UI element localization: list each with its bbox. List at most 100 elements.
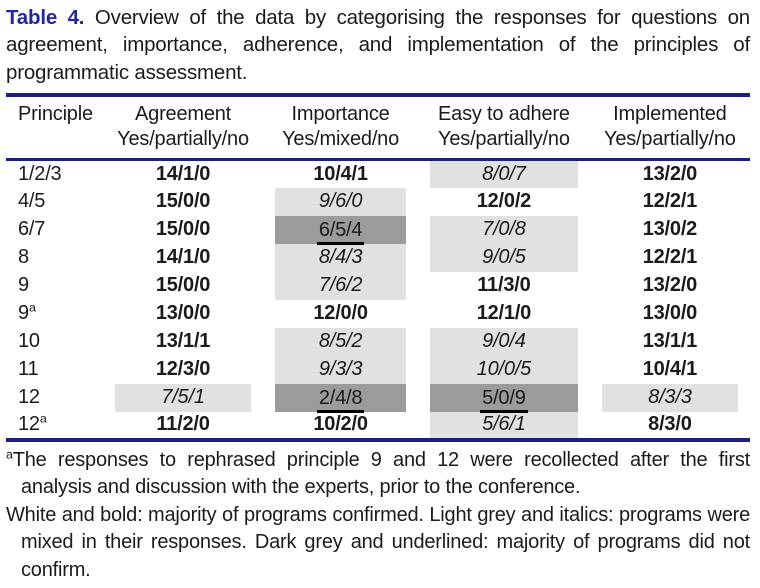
response-value: 5/0/9 bbox=[480, 386, 528, 413]
response-cell: 7/5/1 bbox=[103, 383, 263, 412]
principle-cell: 12 bbox=[18, 386, 40, 409]
column-header-principle: Principle bbox=[6, 95, 103, 160]
response-cell: 8/3/0 bbox=[590, 412, 750, 440]
response-cell: 11/2/0 bbox=[103, 412, 263, 440]
response-value: 12/2/1 bbox=[642, 246, 698, 269]
table-row: 12 7/5/1 2/4/8 5/0/9 8/3/3 bbox=[6, 383, 750, 413]
column-header-easy-to-adhere: Easy to adhere Yes/partially/no bbox=[418, 95, 590, 160]
response-value: 12/3/0 bbox=[155, 358, 211, 381]
column-label: Easy to adhere bbox=[438, 103, 570, 126]
response-value: 9/0/4 bbox=[482, 330, 526, 353]
response-value: 6/5/4 bbox=[316, 218, 365, 245]
response-cell: 15/0/0 bbox=[103, 272, 263, 300]
response-value: 11/3/0 bbox=[477, 274, 531, 297]
principle-cell: 11 bbox=[18, 358, 39, 381]
response-cell: 13/1/1 bbox=[103, 328, 263, 356]
response-cell: 13/2/0 bbox=[590, 272, 750, 300]
table-footnotes: aThe responses to rephrased principle 9 … bbox=[6, 447, 750, 585]
table-row: 10 13/1/1 8/5/2 9/0/4 13/1/1 bbox=[6, 327, 750, 356]
response-value: 13/0/0 bbox=[155, 302, 211, 325]
footnote-a-text: The responses to rephrased principle 9 a… bbox=[12, 448, 750, 499]
response-cell: 12/2/1 bbox=[590, 188, 750, 216]
header-row: Principle Agreement Yes/partially/no Impo… bbox=[6, 95, 750, 160]
response-cell: 15/0/0 bbox=[103, 188, 263, 216]
response-value: 15/0/0 bbox=[155, 274, 211, 297]
response-cell: 15/0/0 bbox=[103, 216, 263, 244]
response-value: 10/4/1 bbox=[313, 163, 368, 186]
response-value: 14/1/0 bbox=[155, 246, 211, 269]
response-value: 12/0/0 bbox=[313, 302, 368, 325]
response-cell: 12/0/2 bbox=[418, 188, 590, 216]
principle-cell: 8 bbox=[18, 246, 29, 269]
column-sublabel: Yes/partially/no bbox=[604, 128, 736, 151]
response-cell: 13/1/1 bbox=[590, 328, 750, 356]
response-value: 12/1/0 bbox=[476, 302, 532, 325]
table-caption: Table 4. Overview of the data by categor… bbox=[6, 4, 750, 86]
response-value: 13/2/0 bbox=[642, 163, 698, 186]
response-value: 7/0/8 bbox=[482, 218, 526, 241]
response-cell: 9/0/5 bbox=[418, 243, 590, 272]
table-row: 4/5 15/0/0 9/6/0 12/0/2 12/2/1 bbox=[6, 187, 750, 216]
footnote-legend-text: White and bold: majority of programs con… bbox=[6, 503, 750, 581]
column-sublabel: Yes/mixed/no bbox=[282, 128, 400, 151]
response-cell: 6/5/4 bbox=[263, 215, 418, 245]
response-value: 2/4/8 bbox=[316, 386, 365, 413]
response-cell: 7/6/2 bbox=[263, 271, 418, 300]
response-value: 8/4/3 bbox=[318, 246, 363, 269]
table-row: 6/7 15/0/0 6/5/4 7/0/8 13/0/2 bbox=[6, 215, 750, 245]
response-cell: 10/4/1 bbox=[590, 356, 750, 384]
response-value: 10/2/0 bbox=[313, 413, 368, 436]
response-value: 15/0/0 bbox=[155, 218, 211, 241]
response-value: 7/5/1 bbox=[161, 386, 205, 409]
column-label: Agreement bbox=[135, 103, 232, 126]
data-table: Principle Agreement Yes/partially/no Impo… bbox=[6, 93, 750, 442]
response-cell: 8/3/3 bbox=[590, 383, 750, 412]
footnote-a: aThe responses to rephrased principle 9 … bbox=[6, 447, 750, 502]
response-value: 13/0/0 bbox=[642, 302, 698, 325]
principle-cell: 9a bbox=[18, 300, 36, 325]
response-value: 8/3/3 bbox=[648, 386, 692, 409]
response-cell: 2/4/8 bbox=[263, 383, 418, 413]
response-cell: 7/0/8 bbox=[418, 215, 590, 244]
response-cell: 5/0/9 bbox=[418, 383, 590, 413]
response-cell: 9/0/4 bbox=[418, 327, 590, 356]
response-cell: 13/0/0 bbox=[590, 300, 750, 328]
response-cell: 13/0/2 bbox=[590, 216, 750, 244]
response-cell: 5/6/1 bbox=[418, 411, 590, 440]
response-value: 13/1/1 bbox=[155, 330, 211, 353]
column-header-implemented: Implemented Yes/partially/no bbox=[590, 95, 750, 160]
response-cell: 9/3/3 bbox=[263, 355, 418, 384]
response-cell: 10/2/0 bbox=[263, 412, 418, 440]
table-caption-label: Table 4. bbox=[6, 6, 85, 29]
principle-cell: 10 bbox=[18, 330, 40, 353]
response-cell: 12/0/0 bbox=[263, 300, 418, 328]
response-cell: 9/6/0 bbox=[263, 187, 418, 216]
response-cell: 8/5/2 bbox=[263, 327, 418, 356]
response-value: 13/0/2 bbox=[642, 218, 698, 241]
response-cell: 13/0/0 bbox=[103, 300, 263, 328]
column-header-importance: Importance Yes/mixed/no bbox=[263, 95, 418, 160]
response-value: 9/3/3 bbox=[318, 358, 363, 381]
response-value: 12/2/1 bbox=[642, 190, 698, 213]
principle-cell: 1/2/3 bbox=[18, 163, 62, 186]
table-row: 8 14/1/0 8/4/3 9/0/5 12/2/1 bbox=[6, 243, 750, 272]
response-value: 11/2/0 bbox=[156, 413, 210, 436]
response-value: 13/2/0 bbox=[642, 274, 698, 297]
table-row: 9a 13/0/0 12/0/0 12/1/0 13/0/0 bbox=[6, 300, 750, 328]
principle-cell: 4/5 bbox=[18, 190, 46, 213]
response-value: 15/0/0 bbox=[155, 190, 211, 213]
table-body: 1/2/3 14/1/0 10/4/1 8/0/7 13/2/0 4/5 15/0/0 9/6… bbox=[6, 159, 750, 440]
response-value: 8/0/7 bbox=[482, 163, 526, 186]
response-cell: 11/3/0 bbox=[418, 272, 590, 300]
column-label: Implemented bbox=[613, 103, 727, 126]
table-header: Principle Agreement Yes/partially/no Impo… bbox=[6, 95, 750, 160]
column-sublabel: Yes/partially/no bbox=[117, 128, 249, 151]
response-cell: 12/2/1 bbox=[590, 244, 750, 272]
column-header-agreement: Agreement Yes/partially/no bbox=[103, 95, 263, 160]
response-value: 8/3/0 bbox=[648, 413, 692, 436]
column-label: Principle bbox=[18, 103, 93, 126]
footnote-a-marker: a bbox=[6, 447, 13, 462]
response-cell: 10/0/5 bbox=[418, 355, 590, 384]
response-value: 12/0/2 bbox=[476, 190, 532, 213]
response-value: 10/0/5 bbox=[476, 358, 532, 381]
